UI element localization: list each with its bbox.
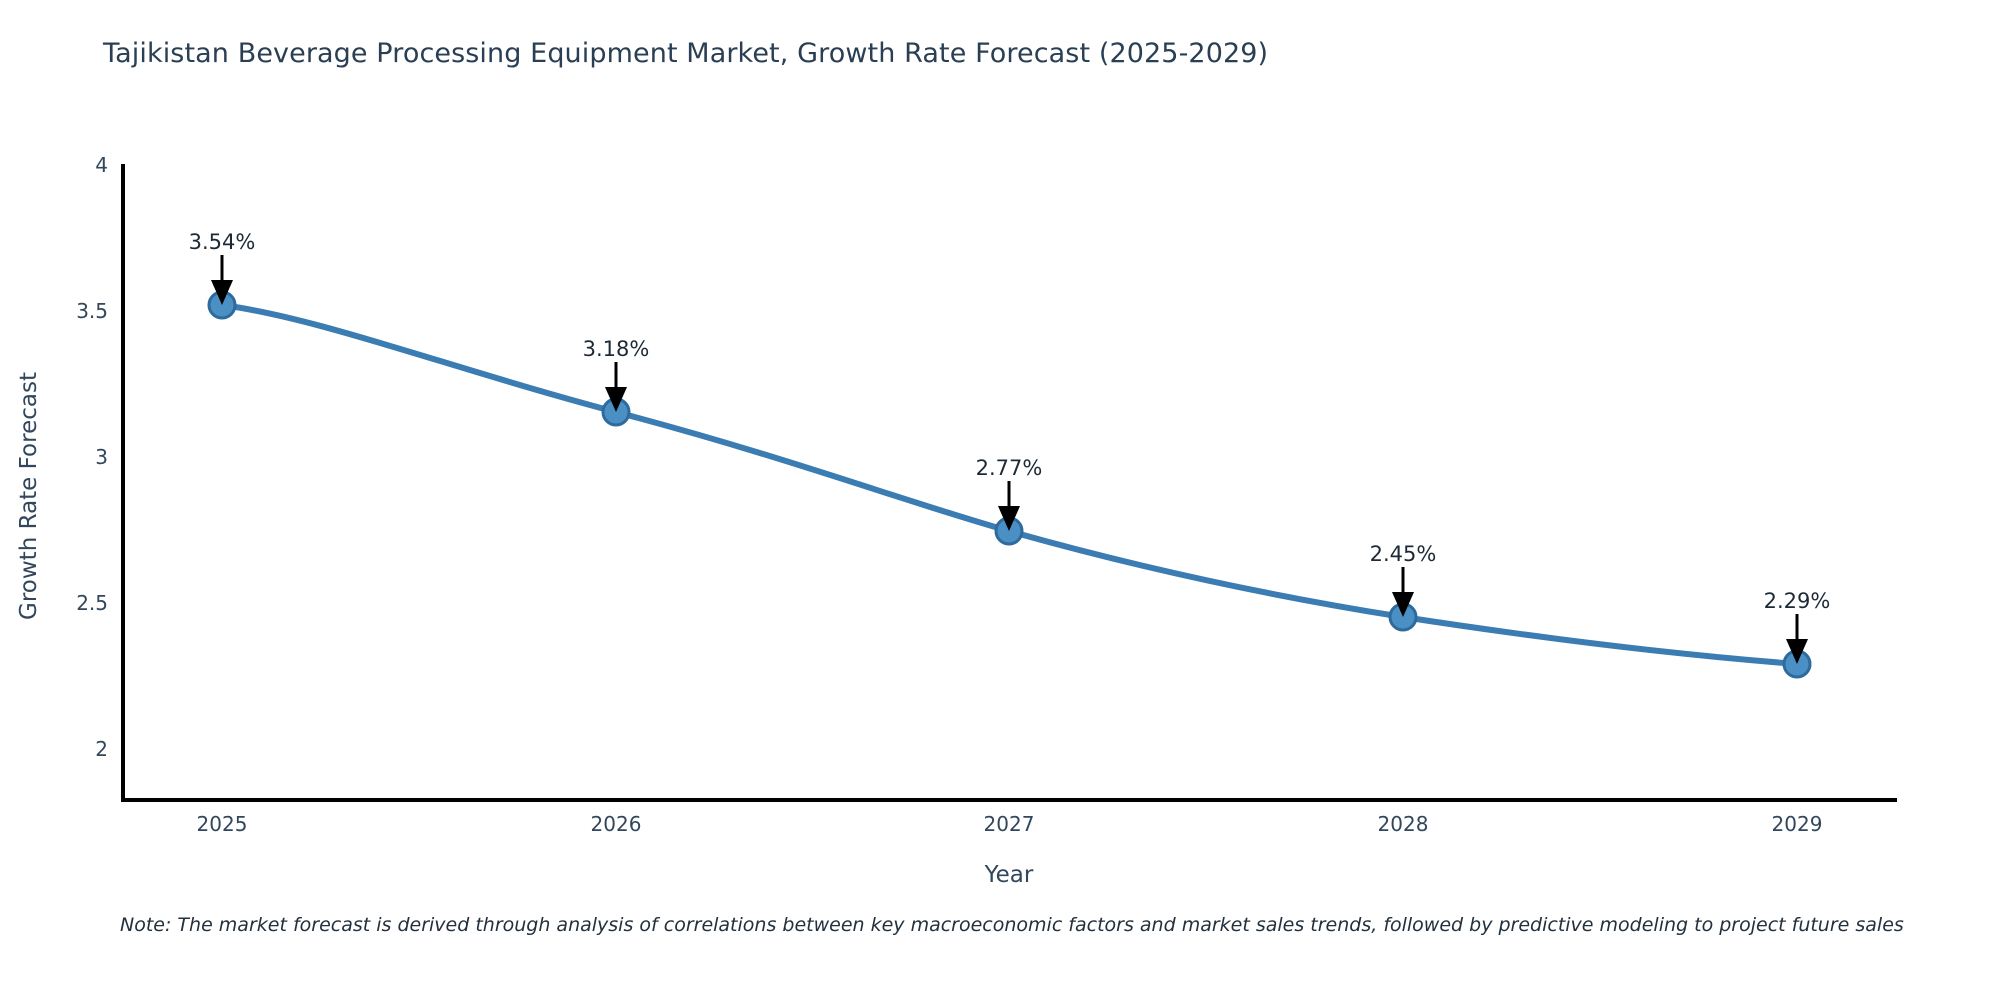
annotation-arrow-icon <box>605 362 627 412</box>
x-tick-label-2028: 2028 <box>1377 812 1429 836</box>
y-axis-spine <box>121 164 125 801</box>
y-tick-label: 3 <box>95 445 108 469</box>
point-value-label-2026: 3.18% <box>582 337 650 361</box>
chart-title: Tajikistan Beverage Processing Equipment… <box>103 38 1269 69</box>
annotation-arrow-icon <box>1786 614 1808 664</box>
y-tick-label: 2 <box>95 737 108 761</box>
point-value-label-2027: 2.77% <box>975 456 1043 480</box>
x-tick-label-2025: 2025 <box>196 812 248 836</box>
annotation-arrow-icon <box>211 255 233 305</box>
y-tick-label: 4 <box>95 153 108 177</box>
footer-note: Note: The market forecast is derived thr… <box>120 914 1904 936</box>
point-value-label-2029: 2.29% <box>1763 589 1831 613</box>
y-tick-label: 2.5 <box>76 591 108 615</box>
x-tick-label-2026: 2026 <box>590 812 642 836</box>
annotation-arrow-icon <box>1392 567 1414 617</box>
point-value-label-2025: 3.54% <box>188 230 256 254</box>
x-axis-title: Year <box>984 862 1034 888</box>
annotation-arrow-icon <box>998 481 1020 531</box>
x-tick-label-2027: 2027 <box>983 812 1035 836</box>
x-axis-spine <box>121 798 1897 802</box>
point-value-label-2028: 2.45% <box>1369 542 1437 566</box>
y-tick-label: 3.5 <box>76 299 108 323</box>
x-tick-label-2029: 2029 <box>1771 812 1823 836</box>
